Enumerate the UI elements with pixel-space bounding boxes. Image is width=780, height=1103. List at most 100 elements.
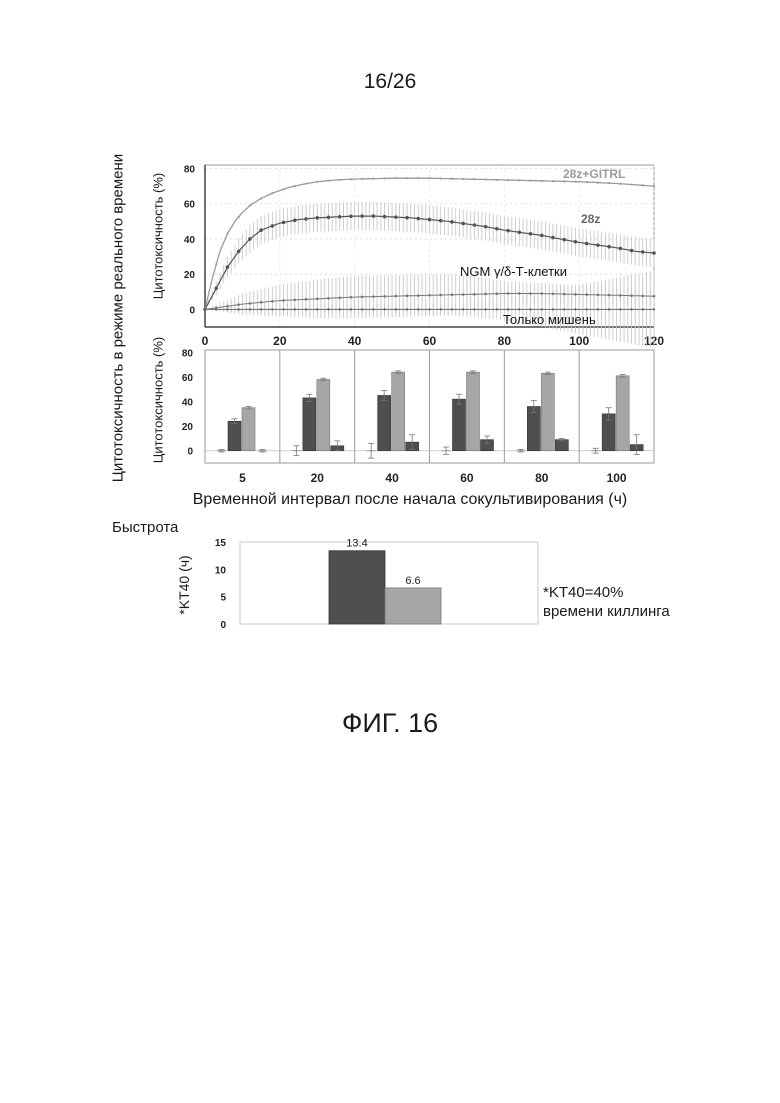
line-chart-point <box>619 183 621 185</box>
line-chart-point <box>451 178 453 180</box>
line-chart-point <box>350 296 353 299</box>
line-chart-x-tick-label: 20 <box>273 334 287 348</box>
line-chart-point <box>484 225 488 229</box>
line-chart-point <box>597 308 599 310</box>
line-chart-point <box>294 185 296 187</box>
line-chart-point <box>316 308 318 310</box>
line-chart-point <box>339 308 341 310</box>
bar-chart-category-label: 60 <box>460 471 474 485</box>
line-chart-point <box>585 293 588 296</box>
line-chart-point <box>360 214 364 218</box>
line-chart-point <box>294 299 297 302</box>
line-chart-point <box>248 237 252 241</box>
line-chart-point <box>260 308 262 310</box>
line-chart-point <box>507 179 509 181</box>
bar-chart-category-label: 5 <box>239 471 246 485</box>
line-chart-point <box>507 308 509 310</box>
bar-chart-bar <box>392 372 405 451</box>
bar-chart-bar <box>242 408 255 451</box>
bar-chart-bar <box>378 395 391 450</box>
line-chart-point <box>451 293 454 296</box>
kt40-note-line2: времени киллинга <box>543 602 670 621</box>
line-chart-series-label: 28z <box>581 212 600 226</box>
line-chart-y-tick-label: 0 <box>189 305 195 316</box>
line-chart-point <box>316 298 319 301</box>
line-chart-series-label: NGM γ/δ-Т-клетки <box>460 264 567 279</box>
line-chart-point <box>428 177 430 179</box>
cytotoxicity-bar-chart: 020406080520406080100 <box>182 348 654 485</box>
kt40-chart-data-label: 6.6 <box>405 575 420 587</box>
line-chart-point <box>327 215 331 219</box>
line-chart-point <box>226 305 229 308</box>
line-chart-point <box>641 250 645 254</box>
line-chart-point <box>406 295 409 298</box>
line-chart-point <box>653 295 656 298</box>
line-chart-point <box>462 308 464 310</box>
bar-chart-category-label: 40 <box>385 471 399 485</box>
speed-label: Быстрота <box>112 519 178 536</box>
line-chart-point <box>416 217 420 221</box>
line-chart-point <box>596 243 600 247</box>
line-chart-point <box>338 296 341 299</box>
line-chart-point <box>260 197 262 199</box>
line-chart-point <box>237 249 241 253</box>
line-chart-x-tick-label: 0 <box>202 334 209 348</box>
line-chart-point <box>237 308 239 310</box>
line-chart-point <box>271 300 274 303</box>
line-chart-point <box>496 292 499 295</box>
line-chart-point <box>551 236 555 240</box>
line-chart-point <box>484 308 486 310</box>
line-chart-y-tick-label: 40 <box>184 235 196 246</box>
line-chart-point <box>339 179 341 181</box>
line-chart-point <box>204 308 206 310</box>
line-chart-point <box>630 249 634 253</box>
line-chart-point <box>607 245 611 249</box>
line-chart-point <box>305 183 307 185</box>
line-chart-point <box>630 183 632 185</box>
line-chart-point <box>642 184 644 186</box>
line-chart-point <box>282 299 285 302</box>
bar-chart-bar <box>317 379 330 450</box>
line-chart-point <box>574 293 577 296</box>
bar-chart-category-label: 100 <box>607 471 627 485</box>
line-chart-point <box>226 233 228 235</box>
line-chart-point <box>428 308 430 310</box>
line-chart-point <box>259 228 263 232</box>
bar-chart-y-tick-label: 80 <box>182 348 194 359</box>
line-chart-point <box>529 308 531 310</box>
line-chart-point <box>484 293 487 296</box>
bar-chart-bar <box>467 372 480 451</box>
line-chart-point <box>574 240 578 244</box>
line-chart-point <box>440 308 442 310</box>
line-chart-point <box>226 265 230 269</box>
line-chart-point <box>383 308 385 310</box>
line-chart-point <box>608 182 610 184</box>
line-chart-point <box>395 295 398 298</box>
line-chart-point <box>304 217 308 221</box>
line-chart-x-tick-label: 60 <box>423 334 437 348</box>
line-chart-point <box>563 293 566 296</box>
line-chart-point <box>496 308 498 310</box>
line-chart-point <box>417 177 419 179</box>
line-chart-point <box>585 308 587 310</box>
line-chart-point <box>451 308 453 310</box>
kt40-note-line1: *KT40=40% <box>543 583 670 602</box>
bar-chart-y-tick-label: 60 <box>182 373 194 384</box>
line-chart-point <box>439 294 442 297</box>
line-chart-point <box>327 297 330 300</box>
line-chart-point <box>585 242 589 246</box>
line-chart-point <box>473 223 477 227</box>
bar-chart-bar <box>527 407 540 451</box>
line-chart-point <box>406 308 408 310</box>
line-chart-point <box>619 308 621 310</box>
line-chart-series-label: 28z+GITRL <box>563 167 625 181</box>
line-chart-point <box>249 204 251 206</box>
line-chart-point <box>260 301 263 304</box>
line-chart-point <box>271 224 275 228</box>
line-chart-point <box>473 308 475 310</box>
line-chart-point <box>372 295 375 298</box>
line-chart-point <box>395 177 397 179</box>
line-chart-point <box>350 178 352 180</box>
line-chart-point <box>349 214 353 218</box>
line-chart-point <box>552 180 554 182</box>
